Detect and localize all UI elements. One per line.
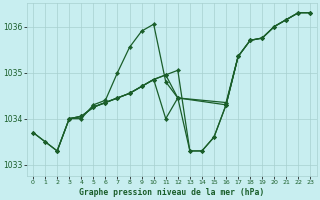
X-axis label: Graphe pression niveau de la mer (hPa): Graphe pression niveau de la mer (hPa) [79,188,264,197]
